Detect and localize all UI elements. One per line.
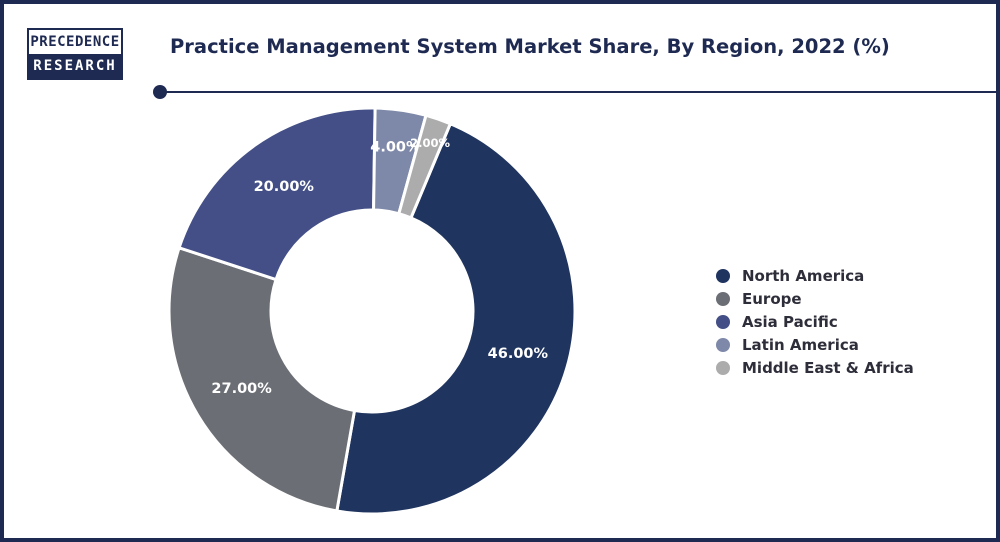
legend-swatch — [716, 337, 730, 352]
legend-swatch — [716, 314, 730, 329]
legend-label: North America — [742, 266, 865, 285]
brand-logo: PRECEDENCE RESEARCH — [27, 28, 123, 80]
legend-item-middle-east-and-africa: Middle East & Africa — [716, 356, 914, 379]
slice-middle-east-and-africa — [397, 113, 453, 220]
chart-title: Practice Management System Market Share,… — [170, 35, 890, 58]
slice-north-america — [335, 121, 577, 516]
legend-item-north-america: North America — [716, 264, 914, 287]
data-label-europe: 27.00% — [211, 381, 272, 397]
brand-logo-line1: PRECEDENCE — [30, 34, 120, 50]
brand-logo-line2: RESEARCH — [29, 54, 121, 78]
slice-europe — [167, 245, 357, 513]
legend-label: Asia Pacific — [742, 312, 838, 331]
legend-swatch — [716, 291, 730, 306]
legend-label: Middle East & Africa — [742, 358, 914, 377]
data-label-middle-east-and-africa: 2.00% — [410, 136, 450, 150]
legend-label: Europe — [742, 289, 802, 308]
legend-item-latin-america: Latin America — [716, 333, 914, 356]
legend-swatch — [716, 268, 730, 283]
legend-item-europe: Europe — [716, 287, 914, 310]
legend-item-asia-pacific: Asia Pacific — [716, 310, 914, 333]
data-label-north-america: 46.00% — [488, 346, 549, 362]
title-divider-dot — [153, 85, 167, 99]
slice-asia-pacific — [177, 106, 377, 282]
data-label-latin-america: 4.00% — [370, 140, 421, 156]
chart-legend: North America Europe Asia Pacific Latin Ame… — [716, 264, 914, 379]
title-divider — [160, 91, 996, 93]
legend-swatch — [716, 360, 730, 375]
legend-label: Latin America — [742, 335, 859, 354]
data-label-asia-pacific: 20.00% — [254, 179, 315, 195]
